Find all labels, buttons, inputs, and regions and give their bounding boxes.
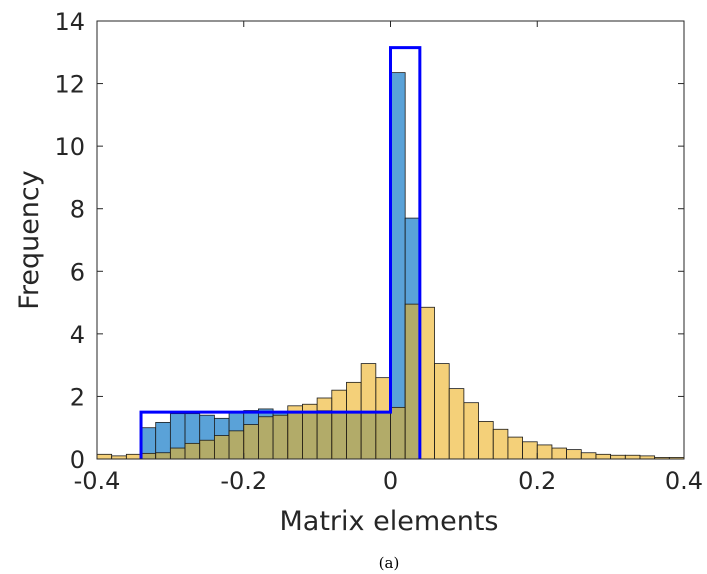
histogram-bar-series-2 bbox=[346, 382, 361, 459]
histogram-bar-series-2 bbox=[449, 389, 464, 459]
histogram-bar-series-2 bbox=[435, 364, 450, 459]
histogram-bar-series-2 bbox=[317, 398, 332, 459]
histogram-bar-series-2 bbox=[156, 453, 171, 459]
y-tick-label: 0 bbox=[70, 446, 85, 474]
histogram-bar-series-2 bbox=[537, 445, 552, 459]
histogram-bar-series-2 bbox=[244, 425, 259, 459]
histogram-bar-series-2 bbox=[581, 453, 596, 459]
x-tick-label: -0.2 bbox=[220, 467, 267, 495]
x-axis-title: Matrix elements bbox=[280, 506, 499, 537]
y-tick-label: 8 bbox=[70, 196, 85, 224]
x-tick-label: 0.2 bbox=[518, 467, 556, 495]
histogram-bar-series-2 bbox=[523, 442, 538, 459]
histogram-bar-series-2 bbox=[214, 436, 229, 459]
histogram-bar-series-2 bbox=[405, 304, 420, 459]
histogram-bar-series-2 bbox=[391, 407, 406, 459]
histogram-bar-series-2 bbox=[479, 421, 494, 459]
histogram-bar-series-2 bbox=[420, 307, 435, 459]
y-tick-label: 10 bbox=[54, 133, 85, 161]
figure-caption: (a) bbox=[379, 554, 400, 572]
histogram-bar-series-2 bbox=[376, 378, 391, 459]
y-axis-title: Frequency bbox=[14, 170, 45, 310]
histogram-bar-series-2 bbox=[185, 443, 200, 459]
histogram-bar-series-2 bbox=[552, 448, 567, 459]
y-tick-label: 4 bbox=[70, 321, 85, 349]
histogram-bar-series-2 bbox=[596, 454, 611, 459]
histogram-bar-series-2 bbox=[126, 454, 141, 459]
histogram-bar-series-2 bbox=[508, 437, 523, 459]
y-tick-label: 14 bbox=[54, 8, 85, 36]
histogram-bar-series-2 bbox=[229, 431, 244, 459]
y-tick-label: 6 bbox=[70, 258, 85, 286]
histogram-bar-series-2 bbox=[273, 415, 288, 459]
y-tick-label: 2 bbox=[70, 383, 85, 411]
histogram-bar-series-2 bbox=[141, 453, 156, 459]
x-tick-label: 0.4 bbox=[665, 467, 703, 495]
histogram-bar-series-2 bbox=[200, 440, 215, 459]
histogram-bar-series-2 bbox=[493, 429, 508, 459]
histogram-bar-series-2 bbox=[625, 455, 640, 459]
histogram-bar-series-2 bbox=[288, 406, 303, 459]
y-tick-label: 12 bbox=[54, 71, 85, 99]
histogram-bar-series-2 bbox=[97, 454, 112, 459]
histogram-bar-series-2 bbox=[611, 455, 626, 459]
histogram-bar-series-1 bbox=[391, 73, 406, 459]
histogram-bar-series-2 bbox=[258, 417, 273, 459]
histogram-bar-series-2 bbox=[332, 390, 347, 459]
histogram-bar-series-2 bbox=[567, 450, 582, 459]
histogram-bar-series-2 bbox=[170, 448, 185, 459]
x-tick-label: 0 bbox=[383, 467, 398, 495]
histogram-bar-series-2 bbox=[464, 403, 479, 459]
